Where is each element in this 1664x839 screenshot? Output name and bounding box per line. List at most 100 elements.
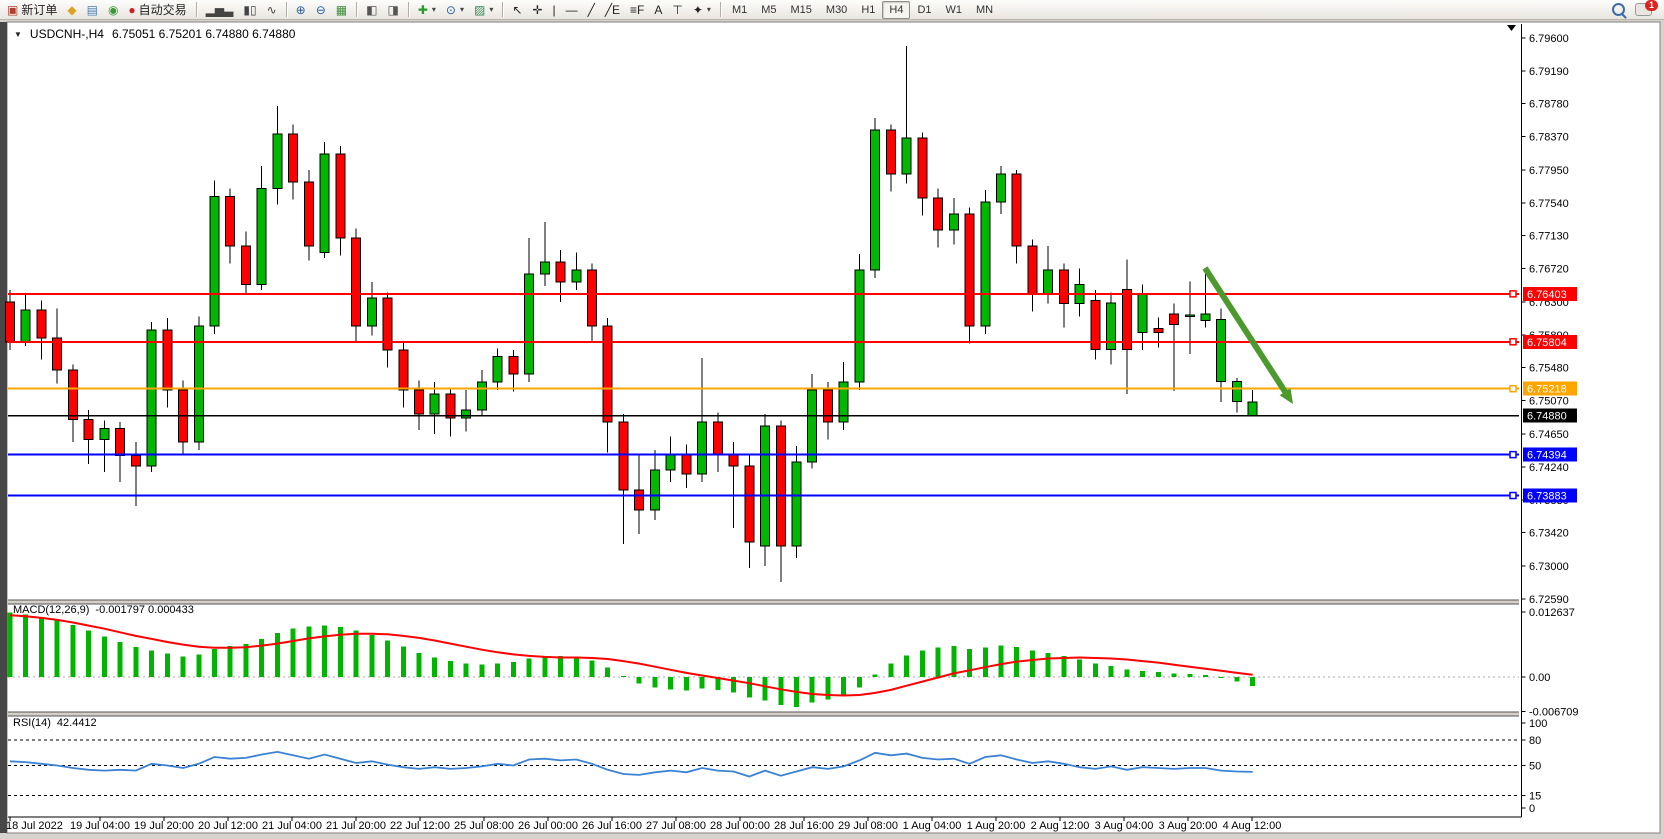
macd-bar-22 [353, 630, 359, 677]
timeframe-m30-button[interactable]: M30 [825, 3, 848, 16]
timeframes-menu-icon: ⊙ [445, 2, 456, 17]
time-label-4: 21 Jul 04:00 [262, 820, 322, 832]
bar-chart-button[interactable]: ▂▅▃ [201, 0, 239, 20]
price-badge-6.74394 [1523, 447, 1577, 462]
timeframes-menu-button[interactable]: ⊙ ▾ [441, 0, 469, 20]
macd-bar-15 [243, 644, 249, 677]
candle-38 [602, 318, 613, 453]
line-chart-button[interactable]: ∿ [262, 0, 282, 20]
macd-bar-4 [70, 625, 76, 677]
candle-30 [476, 370, 487, 416]
timeframe-w1-button[interactable]: W1 [945, 3, 963, 16]
hline-end-marker[interactable] [1509, 338, 1517, 346]
cursor-button[interactable]: ↖ [507, 0, 527, 20]
zoom-out-button[interactable]: ⊖ [311, 0, 331, 20]
crosshair-icon: ✛ [532, 2, 543, 17]
macd-bar-53 [841, 677, 847, 696]
candle-body [712, 421, 723, 455]
toolbar-separator [285, 2, 287, 17]
indicator-window-b-button[interactable]: ◨ [382, 0, 403, 20]
macd-bar-76 [1202, 674, 1208, 677]
macd-bar-19 [306, 626, 312, 677]
hline-end-marker[interactable] [1509, 491, 1517, 500]
arrows-button[interactable]: ✦ ▾ [688, 0, 716, 20]
rsi-axis-label-3: 15 [1529, 790, 1541, 802]
trend-arrow-head[interactable] [1279, 388, 1293, 404]
navigator-button[interactable]: ▤ [82, 0, 103, 20]
candle-3 [52, 308, 63, 384]
price-tick-label-11: 6.75070 [1529, 396, 1569, 408]
candle-74 [1169, 303, 1180, 391]
candle-body [870, 129, 881, 271]
timeframe-mn-button[interactable]: MN [976, 3, 994, 16]
indicator-window-a-button[interactable]: ◧ [361, 0, 382, 20]
timeframe-m1-button[interactable]: M1 [731, 3, 748, 16]
dropdown-caret-icon[interactable]: ▾ [459, 5, 464, 14]
macd-bar-78 [1234, 677, 1240, 682]
hline-end-marker[interactable] [1509, 450, 1517, 459]
candle-body [791, 461, 802, 547]
macd-bar-32 [510, 662, 516, 677]
autotrading-icon: ● [128, 2, 136, 17]
rsi-value-text: 42.4412 [56, 717, 97, 729]
macd-bar-36 [573, 656, 579, 677]
autotrading-button[interactable]: ● 自动交易 [123, 0, 191, 20]
candle-body [52, 337, 63, 371]
trendline-button[interactable]: ╱ [583, 0, 600, 20]
zoom-in-button[interactable]: ⊕ [291, 0, 311, 20]
candle-body [413, 389, 424, 415]
text-button[interactable]: A [649, 0, 667, 20]
hline-end-marker[interactable] [1509, 290, 1517, 298]
price-badge-text: 6.74394 [1527, 450, 1567, 462]
timeframe-h1-button[interactable]: H1 [861, 3, 876, 16]
channel-button[interactable]: ╱E [600, 0, 625, 20]
template-button[interactable]: ▨ ▾ [469, 0, 498, 20]
fibonacci-button[interactable]: ≡F [625, 0, 649, 20]
timeframe-m5-button[interactable]: M5 [761, 3, 777, 16]
candle-body [964, 213, 975, 327]
hline-end-marker[interactable] [1509, 384, 1517, 393]
candlestick-chart-button[interactable]: ▮▯ [238, 0, 261, 20]
text-label-button[interactable]: ⊤ [667, 0, 687, 20]
macd-bar-12 [196, 654, 202, 677]
macd-bar-46 [731, 677, 737, 693]
market-watch-button[interactable]: ◆ [62, 0, 81, 20]
dropdown-caret-icon[interactable]: ▾ [431, 5, 436, 14]
new-order-button[interactable]: ▣ 新订单 [2, 0, 62, 20]
timeframe-m15-button[interactable]: M15 [790, 3, 812, 16]
timeframe-d1-button[interactable]: D1 [917, 3, 932, 16]
signals-button[interactable]: ◉ [103, 0, 123, 20]
zoom-in-icon: ⊕ [295, 2, 306, 17]
candle-body [429, 393, 440, 415]
dropdown-caret-icon[interactable]: ▾ [706, 5, 711, 14]
candle-20 [319, 142, 330, 259]
panel-separator[interactable] [8, 712, 1519, 716]
market-watch-icon: ◆ [67, 2, 77, 17]
trend-arrow-line[interactable] [1202, 266, 1291, 398]
search-icon[interactable] [1612, 3, 1627, 19]
candle-52 [822, 382, 833, 440]
chart-window-background [6, 21, 1661, 834]
candle-body [854, 269, 865, 383]
new-order-label: 新订单 [21, 3, 58, 17]
crosshair-button[interactable]: ✛ [527, 0, 547, 20]
candle-78 [1231, 378, 1242, 413]
chart-shift-marker-icon[interactable] [1507, 25, 1516, 31]
candle-16 [256, 166, 267, 291]
notifications-icon[interactable]: 1 [1635, 0, 1658, 16]
panel-separator[interactable] [8, 600, 1519, 604]
candle-69 [1090, 290, 1101, 360]
horizontal-line-button[interactable]: — [561, 0, 583, 20]
tile-windows-button[interactable]: ▦ [331, 0, 352, 20]
symbol-dropdown-icon[interactable]: ▼ [14, 29, 22, 39]
trendline-icon: ╱ [587, 2, 595, 17]
add-indicator-button[interactable]: ✚ ▾ [413, 0, 441, 20]
timeframe-h4-button[interactable]: H4 [882, 0, 911, 19]
dropdown-caret-icon[interactable]: ▾ [489, 5, 494, 14]
price-badge-6.76403 [1523, 286, 1577, 301]
vertical-line-button[interactable]: | [547, 0, 560, 20]
price-tick-label-13: 6.74240 [1529, 462, 1569, 474]
price-badge-text: 6.73883 [1527, 491, 1567, 503]
indicator-window-a-icon: ◧ [366, 2, 378, 17]
